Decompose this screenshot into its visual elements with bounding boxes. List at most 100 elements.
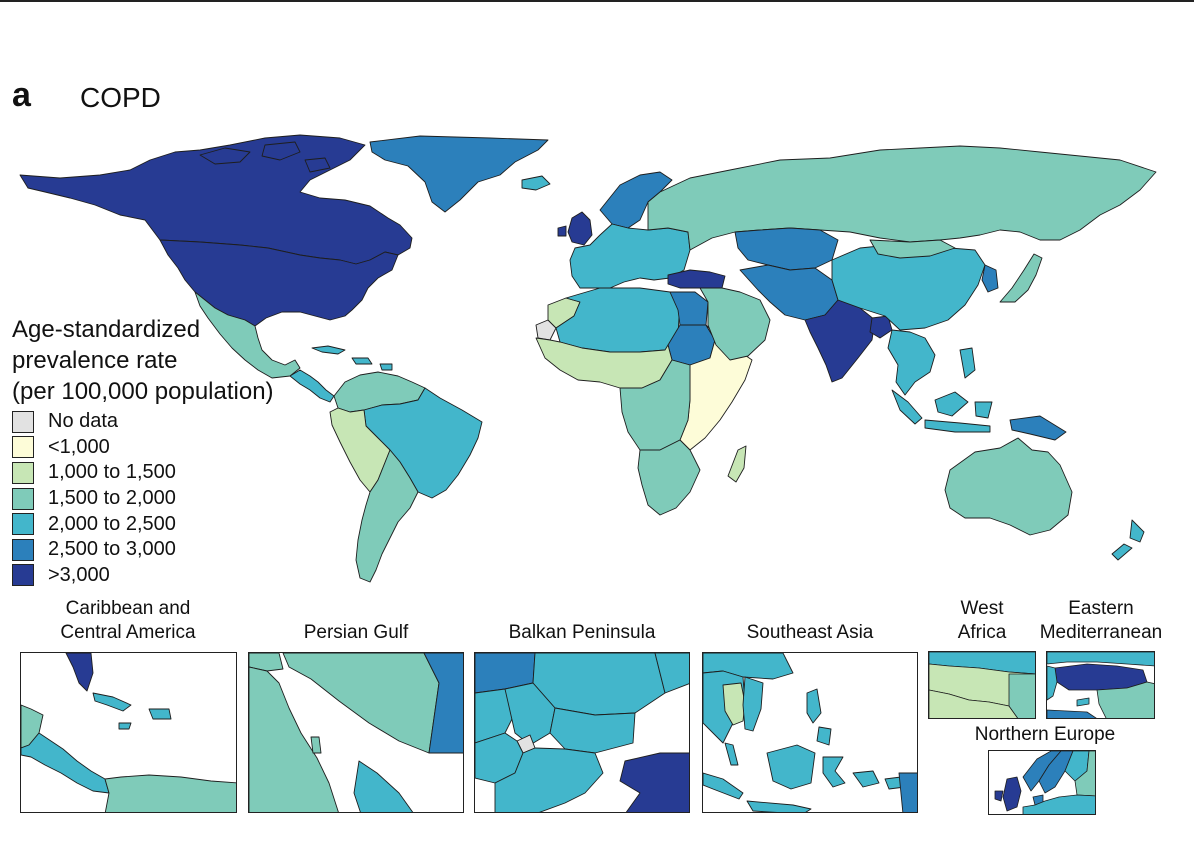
greece-east <box>1047 665 1058 701</box>
legend-label: 2,000 to 2,500 <box>48 512 176 535</box>
legend-label: 2,500 to 3,000 <box>48 538 176 561</box>
legend-item-1500-2000: 1,500 to 2,000 <box>12 486 176 512</box>
legend-item-no-data: No data <box>12 409 176 435</box>
legend-label: 1,000 to 1,500 <box>48 461 176 484</box>
inset-label-line: Eastern <box>1068 598 1134 619</box>
legend-item-lt-1000: <1,000 <box>12 435 176 461</box>
legend-item-1000-1500: 1,000 to 1,500 <box>12 460 176 486</box>
inset-label-line: Caribbean and <box>65 598 191 619</box>
inset-label-line: Balkan Peninsula <box>508 622 656 643</box>
map-title: COPD <box>80 82 161 113</box>
inset-label-line: Southeast Asia <box>746 622 874 643</box>
inset-label-line: West <box>960 598 1004 619</box>
mexico <box>194 291 301 379</box>
inset-caribbean <box>20 652 237 813</box>
guinea-coast <box>929 689 1019 718</box>
caribbean-islands <box>311 345 393 371</box>
south-america-north <box>104 774 236 812</box>
legend-label: >3,000 <box>48 563 110 586</box>
syria-iraq <box>1096 681 1154 718</box>
black-sea-coast <box>1047 652 1154 667</box>
legend-swatch <box>12 436 34 459</box>
inset-persian-gulf <box>248 652 464 813</box>
madagascar <box>727 445 747 483</box>
world-map <box>19 134 1157 583</box>
inset-label-persian-gulf: Persian Gulf <box>248 621 464 645</box>
iceland <box>521 175 551 191</box>
greenland <box>369 135 549 213</box>
argentina-chile <box>355 449 419 583</box>
middle-east <box>699 287 771 361</box>
sumatra-java <box>703 772 812 812</box>
inset-eastern-med <box>1046 651 1155 719</box>
legend-title-line: Age-standardized <box>12 316 201 343</box>
inset-label-line: Africa <box>957 622 1007 643</box>
inset-label-line: Mediterranean <box>1039 622 1163 643</box>
croatia <box>475 688 516 744</box>
thailand <box>722 682 746 726</box>
indonesia <box>891 389 993 433</box>
inset-label-line: Persian Gulf <box>303 622 409 643</box>
north-africa <box>555 287 681 353</box>
inset-label-line: Central America <box>60 622 196 643</box>
legend-swatch <box>12 410 34 433</box>
legend-label: 1,500 to 2,000 <box>48 487 176 510</box>
southeast-asia <box>887 329 976 396</box>
united-kingdom <box>557 211 593 246</box>
malay-peninsula <box>724 742 739 766</box>
panel-letter: a <box>12 76 31 114</box>
inset-northern-europe <box>988 750 1096 815</box>
new-guinea-west <box>898 772 917 812</box>
jamaica <box>118 722 132 730</box>
inset-label-balkan: Balkan Peninsula <box>474 621 690 645</box>
canadian-islands <box>199 141 331 173</box>
moldova <box>654 653 689 694</box>
vietnam <box>742 676 764 732</box>
legend-swatch <box>12 538 34 561</box>
nigeria <box>1008 673 1035 718</box>
bulgaria <box>549 707 636 754</box>
inset-label-west-africa: West Africa <box>928 597 1036 645</box>
legend-title-line: prevalence rate <box>12 347 178 374</box>
saudi-arabia <box>249 666 339 812</box>
korea <box>981 264 999 293</box>
new-zealand <box>1111 519 1145 561</box>
legend-swatch <box>12 487 34 510</box>
japan <box>999 253 1043 303</box>
legend-swatch <box>12 513 34 536</box>
central-america-mainland <box>21 732 110 794</box>
inset-southeast-asia <box>702 652 918 813</box>
continental-europe <box>1022 794 1095 814</box>
florida <box>65 653 94 692</box>
inset-label-line: Northern Europe <box>974 724 1116 745</box>
turkey-west <box>619 752 689 812</box>
kazakhstan <box>734 227 839 271</box>
iraq <box>249 653 284 672</box>
papua-new-guinea <box>1009 415 1067 441</box>
iran-inset <box>282 653 440 754</box>
legend-title: Age-standardized prevalence rate (per 10… <box>12 314 342 407</box>
sulawesi <box>822 756 846 788</box>
legend-swatch <box>12 461 34 484</box>
cyprus <box>1076 697 1090 707</box>
inset-balkan <box>474 652 690 813</box>
cuba <box>92 692 132 712</box>
inset-label-eastern-med: Eastern Mediterranean <box>1030 597 1172 645</box>
inset-label-southeast-asia: Southeast Asia <box>702 621 918 645</box>
central-africa <box>619 359 691 451</box>
legend-swatch <box>12 564 34 587</box>
russia <box>647 145 1157 251</box>
uk-inset <box>994 776 1022 812</box>
inset-west-africa <box>928 651 1036 719</box>
legend-item-2000-2500: 2,000 to 2,500 <box>12 511 176 537</box>
southern-africa <box>637 439 701 516</box>
inset-label-northern-europe: Northern Europe <box>960 723 1130 747</box>
inset-label-caribbean: Caribbean and Central America <box>18 597 238 645</box>
legend-item-2500-3000: 2,500 to 3,000 <box>12 537 176 563</box>
top-rule <box>0 0 1194 2</box>
legend-label: <1,000 <box>48 435 110 458</box>
greece <box>494 747 604 812</box>
legend-item-gt-3000: >3,000 <box>12 563 176 589</box>
egypt-north <box>1047 709 1097 718</box>
europe <box>569 223 691 289</box>
